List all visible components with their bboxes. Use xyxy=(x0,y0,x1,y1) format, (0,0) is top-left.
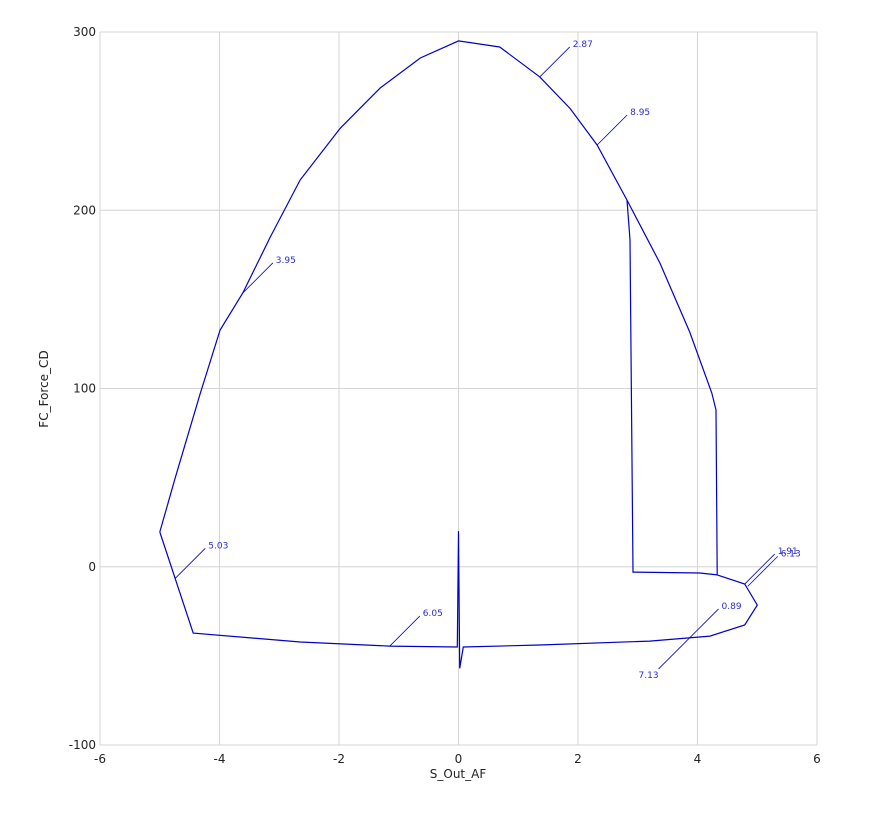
annotation-leader xyxy=(389,615,421,647)
annotation: 6.05 xyxy=(423,609,443,619)
y-tick-label: -100 xyxy=(69,738,96,752)
x-tick-label: 2 xyxy=(574,752,582,766)
data-line xyxy=(626,200,718,576)
x-tick-label: 4 xyxy=(694,752,702,766)
annotation-leader xyxy=(688,608,719,640)
annotation: 2.87 xyxy=(573,40,593,50)
y-tick-label: 100 xyxy=(73,382,96,396)
x-tick-label: -6 xyxy=(94,752,106,766)
x-axis-label: S_Out_AF xyxy=(430,767,487,781)
y-tick-label: 200 xyxy=(73,203,96,217)
annotation: 6.13 xyxy=(781,549,801,559)
annotation-leader xyxy=(596,114,628,146)
annotation-leader xyxy=(658,638,689,670)
x-tick-label: 0 xyxy=(455,752,463,766)
annotation-leader xyxy=(242,262,274,294)
x-tick-label: -4 xyxy=(214,752,226,766)
y-tick-label: 300 xyxy=(73,25,96,39)
y-axis-label: FC_Force_CD xyxy=(37,350,51,427)
x-tick-label: 6 xyxy=(813,752,821,766)
annotation-leader xyxy=(747,556,778,587)
annotation-leader xyxy=(175,548,206,579)
annotation: 1.91 xyxy=(778,547,798,557)
annotation-leader xyxy=(744,553,775,585)
x-tick-label: -2 xyxy=(333,752,345,766)
y-tick-label: 0 xyxy=(88,560,96,574)
annotation: 3.95 xyxy=(276,256,296,266)
annotation: 7.13 xyxy=(639,671,659,681)
annotation: 8.95 xyxy=(630,108,650,118)
annotation-leader xyxy=(539,46,571,78)
annotation: 5.03 xyxy=(208,541,228,551)
data-line xyxy=(159,40,759,669)
annotation: 0.89 xyxy=(722,602,742,612)
